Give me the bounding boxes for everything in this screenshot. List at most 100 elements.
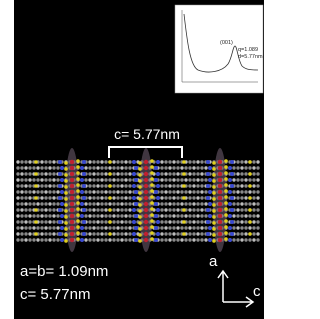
atom (128, 226, 131, 229)
atom (48, 172, 51, 175)
atom (172, 202, 175, 205)
atom (196, 184, 199, 187)
atom (248, 172, 252, 176)
atom (150, 177, 154, 181)
atom (88, 178, 91, 181)
atom (128, 208, 131, 211)
atom (24, 208, 27, 211)
atom (182, 208, 186, 212)
atom (70, 214, 74, 218)
atom (256, 184, 259, 187)
atom (28, 226, 31, 229)
atom (120, 172, 123, 175)
atom (104, 160, 107, 163)
atom (168, 226, 171, 229)
atom (188, 220, 191, 223)
atom (120, 166, 123, 169)
atom (240, 190, 243, 193)
atom (44, 202, 47, 205)
atom (164, 238, 167, 241)
atom (120, 178, 123, 181)
atom (104, 202, 107, 205)
atom (188, 208, 191, 211)
atom (88, 166, 91, 169)
inset-q: q=1.089 (238, 47, 258, 53)
atom (36, 190, 39, 193)
atom (144, 166, 148, 170)
atom (218, 202, 222, 206)
atom (160, 166, 163, 169)
atom (100, 220, 103, 223)
atom (236, 196, 239, 199)
atom (188, 160, 191, 163)
atom (52, 202, 55, 205)
atom (218, 190, 222, 194)
atom (154, 166, 158, 170)
atom (168, 178, 171, 181)
atom (188, 196, 191, 199)
atom (116, 232, 119, 235)
atom (92, 214, 95, 217)
atom (196, 196, 199, 199)
atom (52, 232, 55, 235)
atom (40, 232, 43, 235)
atom (44, 226, 47, 229)
atom (138, 173, 142, 177)
atom (40, 160, 43, 163)
atom (244, 190, 247, 193)
atom (252, 190, 255, 193)
atom (252, 178, 255, 181)
atom (36, 214, 39, 217)
atom (76, 219, 80, 223)
atom (230, 172, 234, 176)
atom (76, 183, 80, 187)
atom (116, 220, 119, 223)
atom (80, 226, 84, 230)
atom (84, 202, 87, 205)
atom (212, 239, 216, 243)
atom (104, 208, 107, 211)
atom (58, 220, 62, 224)
atom (48, 190, 51, 193)
atom (28, 184, 31, 187)
atom (76, 165, 80, 169)
atom (82, 172, 86, 176)
atom (120, 190, 123, 193)
atom (232, 166, 235, 169)
atom (244, 238, 247, 241)
atom (172, 238, 175, 241)
atom (230, 208, 234, 212)
atom (204, 190, 207, 193)
atom (236, 208, 239, 211)
atom (60, 226, 64, 230)
atom (32, 226, 35, 229)
atom (150, 207, 154, 211)
atom (24, 232, 27, 235)
atom (44, 184, 47, 187)
atom (180, 226, 183, 229)
atom (192, 172, 195, 175)
atom (248, 226, 251, 229)
atom (32, 166, 35, 169)
atom (164, 166, 167, 169)
atom (60, 178, 64, 182)
atom (58, 196, 62, 200)
atom (64, 179, 68, 183)
atom (70, 232, 74, 236)
atom (24, 190, 27, 193)
atom (236, 178, 239, 181)
atom (64, 203, 68, 207)
atom (252, 208, 255, 211)
atom (108, 166, 111, 169)
atom (144, 214, 148, 218)
atom (182, 220, 186, 224)
atom (20, 196, 23, 199)
atom (240, 166, 243, 169)
atom (218, 220, 222, 224)
atom (56, 166, 59, 169)
atom (252, 160, 255, 163)
atom (248, 196, 252, 200)
inset-d: d=5.77nm (238, 54, 263, 60)
atom (200, 214, 203, 217)
atom (196, 232, 199, 235)
